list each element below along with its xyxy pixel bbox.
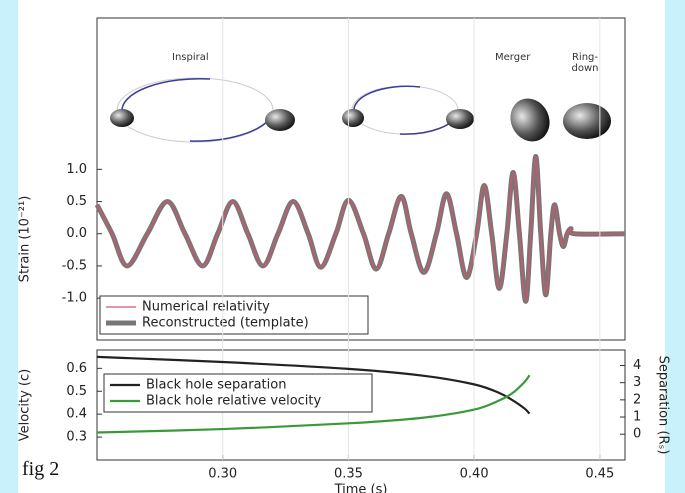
legend-box (99, 295, 369, 335)
y-tick-label: 0.5 (66, 384, 87, 399)
legend-label: Numerical relativity (142, 300, 270, 315)
annotation: Merger (495, 52, 531, 63)
x-tick-label: 0.45 (585, 467, 614, 482)
y-tick-label: 0.0 (66, 226, 87, 241)
black-hole (342, 109, 364, 127)
black-hole (110, 109, 134, 127)
y-tick-label: 0.5 (66, 194, 87, 209)
y-tick-label: 1.0 (66, 162, 87, 177)
y-tick-label: -0.5 (62, 258, 87, 273)
y2-axis-label: Separation (Rₛ) (656, 356, 671, 455)
y2-tick-label: 4 (633, 358, 641, 373)
y-tick-label: 0.6 (66, 361, 87, 376)
top-frame (96, 17, 626, 341)
y2-tick-label: 2 (633, 392, 641, 407)
orbit-arc (353, 85, 421, 116)
x-tick-label: 0.40 (460, 467, 489, 482)
legend-box (103, 373, 373, 413)
y-axis-label: Velocity (c) (18, 369, 33, 441)
y-tick-label: -1.0 (62, 291, 87, 306)
illustrations (110, 77, 611, 143)
series-line (96, 155, 626, 302)
y-tick-label: 0.3 (66, 430, 87, 445)
y2-tick-label: 0 (633, 427, 641, 442)
x-tick-label: 0.30 (208, 467, 237, 482)
caption: fig 2 (22, 458, 60, 480)
y-tick-label: 0.4 (66, 407, 87, 422)
y2-tick-label: 1 (633, 410, 641, 425)
legend-label: Reconstructed (template) (142, 316, 309, 331)
black-hole (265, 109, 295, 131)
black-hole (446, 109, 474, 129)
y-axis-label: Strain (10⁻²¹) (18, 196, 33, 283)
annotation: Ring-down (571, 52, 599, 74)
bottom-frame (96, 349, 626, 461)
x-axis-label: Time (s) (334, 483, 388, 493)
legend-label: Black hole separation (146, 378, 286, 393)
final-black-hole (563, 103, 611, 139)
merging-black-hole (510, 98, 550, 142)
series-line (96, 355, 531, 415)
x-tick-label: 0.35 (334, 467, 363, 482)
annotation: Inspiral (172, 52, 209, 63)
orbit-arc (121, 78, 211, 113)
series-line (96, 374, 531, 434)
legend-label: Black hole relative velocity (146, 394, 322, 409)
y2-tick-label: 3 (633, 375, 641, 390)
